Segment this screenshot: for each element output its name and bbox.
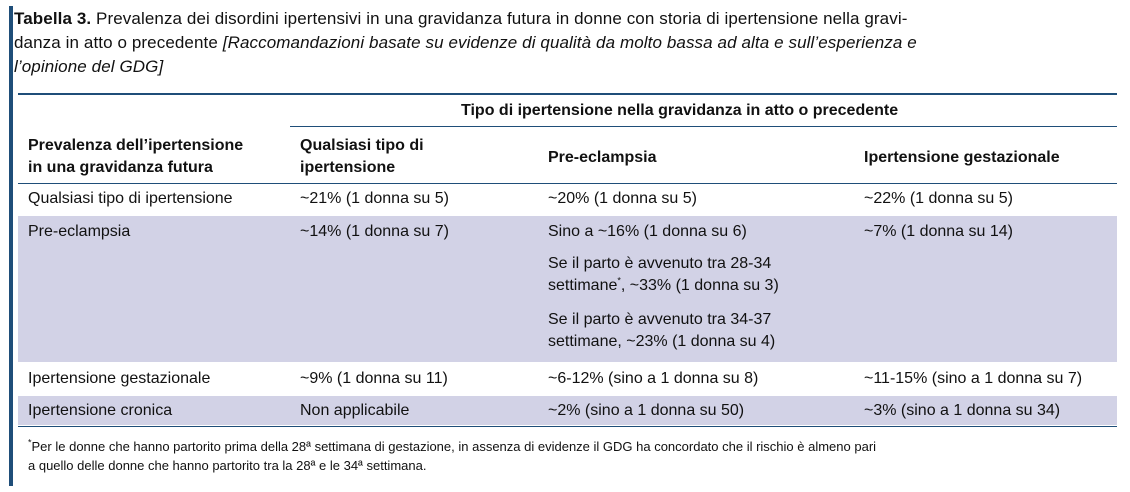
cell-pre: ~6-12% (sino a 1 donna su 8) <box>548 370 759 387</box>
row-band-ipertensione-cronica <box>18 396 1117 425</box>
group-header: Tipo di ipertensione nella gravidanza in… <box>461 102 899 119</box>
left-accent-bar <box>9 6 1123 486</box>
cell-pre: ~2% (sino a 1 donna su 50) <box>548 402 745 419</box>
cell-pre: Sino a ~16% (1 donna su 6) <box>548 223 747 240</box>
rule-group-header <box>290 126 1117 127</box>
caption-title: Prevalenza dei disordini ipertensivi in … <box>14 9 908 52</box>
row-label: Pre-eclampsia <box>28 223 131 240</box>
row-label: Ipertensione gestazionale <box>28 370 211 387</box>
row-label: Ipertensione cronica <box>28 402 173 419</box>
table-caption: Tabella 3. Prevalenza dei disordini iper… <box>14 7 1114 79</box>
cell-gest: ~22% (1 donna su 5) <box>864 190 1013 207</box>
row-band-pre-eclampsia <box>18 216 1117 362</box>
cell-pre: ~20% (1 donna su 5) <box>548 190 697 207</box>
cell-pre-28-34: Se il parto è avvenuto tra 28-34 settiman… <box>548 255 779 294</box>
cell-any: Non applicabile <box>300 402 410 419</box>
cell-any: ~9% (1 donna su 11) <box>300 370 448 387</box>
cell-any: ~21% (1 donna su 5) <box>300 190 449 207</box>
column-header-qualsiasi: Qualsiasi tipo di ipertensione <box>300 137 424 176</box>
cell-gest: ~7% (1 donna su 14) <box>864 223 1013 240</box>
cell-gest: ~11-15% (sino a 1 donna su 7) <box>864 370 1083 387</box>
rule-bottom <box>18 426 1117 427</box>
caption-label: Tabella 3. <box>14 9 92 28</box>
rule-header-bottom <box>18 183 1117 184</box>
caption-note: [Raccomandazioni basate su evidenze di q… <box>14 33 917 76</box>
cell-gest: ~3% (sino a 1 donna su 34) <box>864 402 1061 419</box>
column-header-prevalenza: Prevalenza dell’ipertensione in una gravi… <box>28 137 244 176</box>
row-label: Qualsiasi tipo di ipertensione <box>28 190 233 207</box>
column-header-pre-eclampsia: Pre-eclampsia <box>548 149 657 166</box>
footnote: *Per le donne che hanno partorito prima … <box>28 437 877 473</box>
column-header-gestazionale: Ipertensione gestazionale <box>864 149 1060 166</box>
rule-top <box>18 93 1117 95</box>
cell-pre-34-37: Se il parto è avvenuto tra 34-37 settiman… <box>548 311 776 350</box>
cell-any: ~14% (1 donna su 7) <box>300 223 449 240</box>
